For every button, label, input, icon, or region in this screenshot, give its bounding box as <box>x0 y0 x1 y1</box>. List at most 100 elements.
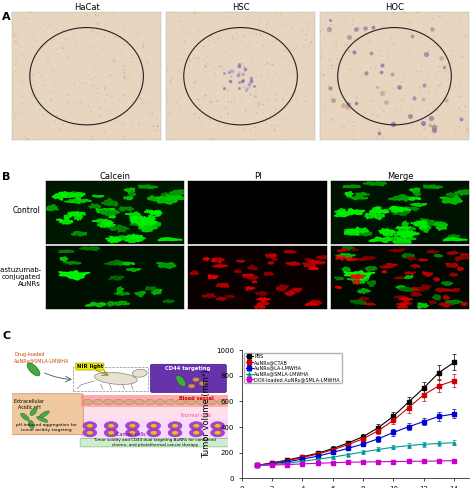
Point <box>93 21 100 29</box>
Point <box>287 46 294 54</box>
Point <box>12 47 20 55</box>
Point <box>205 15 213 22</box>
Point <box>224 36 232 44</box>
Point <box>228 110 236 118</box>
Point <box>129 71 137 79</box>
Point <box>281 47 288 55</box>
Point <box>120 65 128 73</box>
Polygon shape <box>335 286 342 289</box>
Point <box>145 108 153 116</box>
Point <box>81 19 88 27</box>
Point <box>129 98 137 106</box>
Point <box>451 83 459 91</box>
Polygon shape <box>410 223 422 226</box>
Point <box>263 113 270 121</box>
Polygon shape <box>305 258 311 261</box>
Point <box>107 71 114 79</box>
Point <box>84 74 92 81</box>
Point <box>445 75 452 83</box>
Point <box>200 58 208 65</box>
Polygon shape <box>346 258 352 261</box>
Polygon shape <box>114 292 129 295</box>
Point <box>362 34 370 42</box>
Point <box>263 20 271 28</box>
Point <box>410 94 418 102</box>
Polygon shape <box>380 209 389 213</box>
Point <box>347 105 355 113</box>
Point <box>51 82 58 90</box>
Polygon shape <box>423 185 443 188</box>
Polygon shape <box>449 273 458 276</box>
Point <box>18 79 26 86</box>
Point <box>403 32 410 40</box>
Polygon shape <box>440 197 463 204</box>
Point <box>414 9 421 17</box>
Point <box>47 88 55 96</box>
Point <box>447 87 455 95</box>
Text: Tumor acidity and CD44 dual targeting AuNRs for combined
chemo- and photothermal: Tumor acidity and CD44 dual targeting Au… <box>93 439 216 447</box>
Point <box>48 79 56 86</box>
Point <box>36 68 43 76</box>
Point <box>463 127 470 135</box>
Point <box>209 96 216 103</box>
Point <box>50 88 57 96</box>
Point <box>25 70 33 78</box>
Polygon shape <box>305 303 319 305</box>
Point <box>96 96 103 104</box>
Point <box>154 122 162 130</box>
Polygon shape <box>60 192 68 197</box>
Point <box>349 136 357 143</box>
Polygon shape <box>455 257 461 261</box>
Point <box>355 37 363 44</box>
Point <box>70 32 78 40</box>
Point <box>291 46 298 54</box>
Point <box>204 67 211 75</box>
Polygon shape <box>117 286 124 293</box>
Polygon shape <box>269 254 276 258</box>
Point <box>275 30 283 38</box>
Point <box>461 112 468 120</box>
Ellipse shape <box>39 411 49 418</box>
Point <box>372 32 380 40</box>
Polygon shape <box>217 297 226 300</box>
Point <box>246 122 254 129</box>
Polygon shape <box>344 230 358 234</box>
Point <box>94 104 102 112</box>
Point <box>334 77 341 85</box>
Point <box>64 98 72 105</box>
Point <box>115 95 122 103</box>
Point <box>269 30 276 38</box>
Point <box>95 60 103 67</box>
Bar <box>81 407 228 419</box>
Title: HaCat: HaCat <box>74 3 100 12</box>
Polygon shape <box>392 236 400 242</box>
Point <box>389 66 396 74</box>
Point <box>172 82 179 90</box>
Point <box>9 19 16 26</box>
Point <box>51 118 59 125</box>
Polygon shape <box>264 273 273 275</box>
Polygon shape <box>212 264 228 268</box>
Point <box>381 18 389 25</box>
Polygon shape <box>292 288 298 290</box>
Polygon shape <box>341 248 349 252</box>
Point <box>236 84 243 92</box>
Point <box>90 63 97 71</box>
Point <box>356 86 364 94</box>
Point <box>433 34 441 41</box>
Polygon shape <box>353 280 359 285</box>
Point <box>282 21 290 29</box>
Point <box>250 81 257 89</box>
Point <box>116 33 123 41</box>
Point <box>414 30 422 38</box>
Point <box>75 114 83 122</box>
Point <box>341 41 348 49</box>
Point <box>63 113 71 121</box>
Point <box>10 108 18 116</box>
Circle shape <box>176 399 185 405</box>
Point <box>75 81 83 89</box>
Point <box>39 111 47 119</box>
Polygon shape <box>389 206 399 210</box>
Point <box>357 72 365 80</box>
Point <box>251 123 258 131</box>
